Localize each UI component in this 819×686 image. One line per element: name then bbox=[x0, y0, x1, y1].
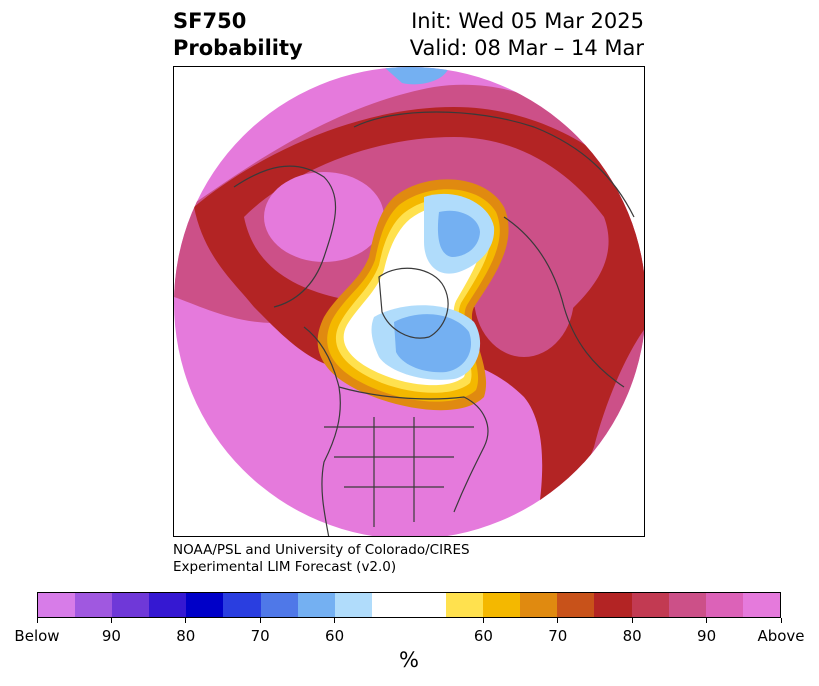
coast-greenland bbox=[378, 267, 449, 339]
colorbar-tick-label: 80 bbox=[176, 627, 196, 645]
colorbar-segment bbox=[149, 593, 187, 617]
title-variable: SF750 bbox=[173, 9, 247, 33]
credit-line-2: Experimental LIM Forecast (v2.0) bbox=[173, 559, 397, 575]
colorbar-tick bbox=[259, 618, 261, 623]
colorbar-segment bbox=[297, 593, 335, 617]
colorbar-segment bbox=[186, 593, 224, 617]
map-panel bbox=[173, 66, 645, 537]
colorbar-segment bbox=[446, 593, 484, 617]
colorbar bbox=[37, 592, 781, 618]
coastlines bbox=[233, 111, 635, 536]
valid-range: Valid: 08 Mar – 14 Mar bbox=[409, 36, 644, 60]
colorbar-tick bbox=[185, 618, 187, 623]
field-below-mid-north bbox=[437, 210, 480, 257]
colorbar-tick-label: 90 bbox=[697, 627, 717, 645]
colorbar-segment bbox=[112, 593, 150, 617]
colorbar-tick-label: 70 bbox=[250, 627, 270, 645]
field-below-top-edge bbox=[384, 67, 449, 85]
title-type: Probability bbox=[173, 36, 303, 60]
colorbar-segment bbox=[260, 593, 298, 617]
colorbar-tick-label: 70 bbox=[548, 627, 568, 645]
probability-map bbox=[174, 67, 644, 536]
field-island-canada bbox=[264, 172, 384, 262]
coast-asia-pacific bbox=[233, 165, 337, 308]
colorbar-units: % bbox=[399, 648, 419, 672]
colorbar-segment bbox=[557, 593, 595, 617]
colorbar-tick bbox=[482, 618, 484, 623]
colorbar-segment bbox=[223, 593, 261, 617]
credit-line-1: NOAA/PSL and University of Colorado/CIRE… bbox=[173, 542, 470, 558]
colorbar-tick-label: 60 bbox=[473, 627, 493, 645]
colorbar-segment bbox=[408, 593, 447, 617]
init-date: Init: Wed 05 Mar 2025 bbox=[411, 9, 644, 33]
colorbar-tick bbox=[110, 618, 112, 623]
colorbar-segment bbox=[631, 593, 669, 617]
colorbar-tick bbox=[780, 618, 782, 623]
colorbar-segment bbox=[483, 593, 521, 617]
colorbar-tick bbox=[631, 618, 633, 623]
colorbar-tick bbox=[36, 618, 38, 623]
colorbar-segment bbox=[334, 593, 372, 617]
colorbar-segment bbox=[594, 593, 632, 617]
colorbar-tick-label: 90 bbox=[101, 627, 121, 645]
colorbar-segment bbox=[371, 593, 409, 617]
colorbar-tick-label: 80 bbox=[622, 627, 642, 645]
colorbar-tick-label: Above bbox=[757, 627, 805, 645]
field-below-mid-south bbox=[394, 314, 472, 373]
colorbar-segment bbox=[742, 593, 780, 617]
colorbar-tick bbox=[334, 618, 336, 623]
colorbar-tick-label: 60 bbox=[325, 627, 345, 645]
map-title: SF750 Probability bbox=[173, 8, 303, 62]
colorbar-segment bbox=[705, 593, 743, 617]
colorbar-segment bbox=[75, 593, 113, 617]
map-credit: NOAA/PSL and University of Colorado/CIRE… bbox=[173, 542, 470, 576]
coast-north-america bbox=[303, 326, 489, 536]
colorbar-tick-label: Below bbox=[14, 627, 60, 645]
colorbar-tick bbox=[557, 618, 559, 623]
map-dates: Init: Wed 05 Mar 2025 Valid: 08 Mar – 14… bbox=[410, 8, 644, 62]
colorbar-segment bbox=[668, 593, 706, 617]
colorbar-segment bbox=[38, 593, 76, 617]
colorbar-tick bbox=[706, 618, 708, 623]
us-borders bbox=[324, 417, 474, 527]
field-layers bbox=[174, 67, 644, 536]
coast-eurasia bbox=[353, 111, 635, 388]
colorbar-segment bbox=[520, 593, 558, 617]
